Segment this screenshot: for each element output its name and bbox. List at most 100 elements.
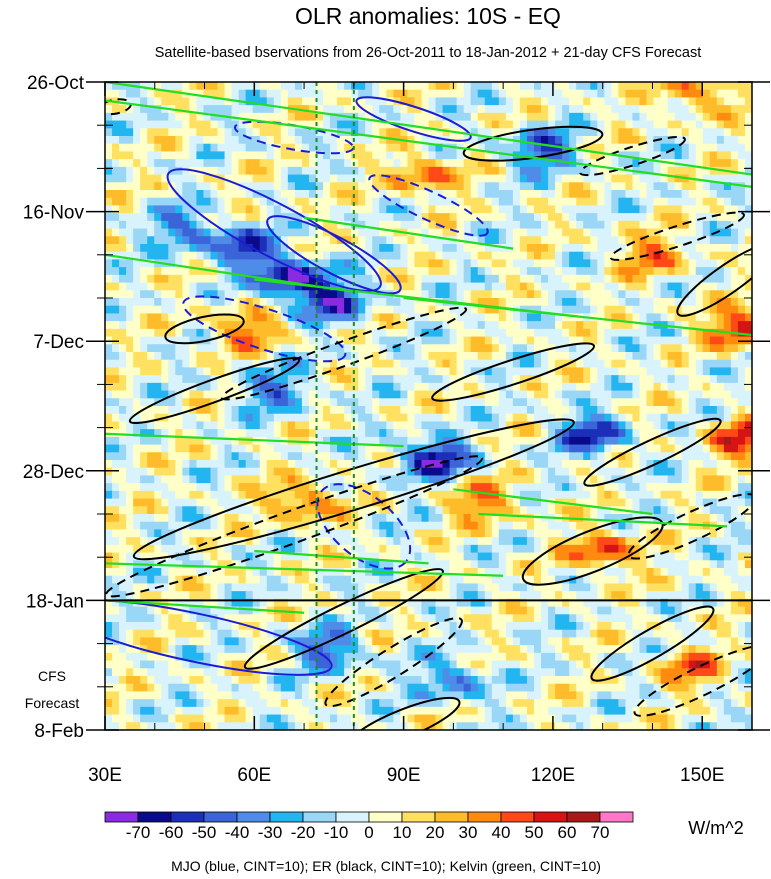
- heatmap-cell: [133, 352, 141, 361]
- heatmap-cell: [259, 197, 268, 207]
- heatmap-cell: [308, 82, 317, 91]
- heatmap-cell: [709, 429, 718, 438]
- heatmap-cell: [639, 166, 648, 176]
- heatmap-cell: [569, 112, 577, 122]
- heatmap-cell: [702, 352, 711, 361]
- heatmap-cell: [308, 359, 317, 369]
- heatmap-cell: [315, 305, 324, 315]
- heatmap-cell: [414, 274, 423, 284]
- heatmap-cell: [435, 344, 444, 353]
- heatmap-cell: [168, 213, 176, 222]
- heatmap-cell: [358, 259, 366, 268]
- heatmap-cell: [365, 406, 373, 415]
- heatmap-cell: [224, 151, 233, 160]
- heatmap-cell: [505, 205, 514, 214]
- heatmap-cell: [583, 213, 591, 222]
- heatmap-cell: [161, 344, 169, 353]
- heatmap-cell: [590, 390, 598, 399]
- heatmap-cell: [548, 166, 556, 176]
- heatmap-cell: [611, 159, 619, 168]
- heatmap-cell: [533, 166, 542, 176]
- heatmap-cell: [505, 128, 514, 137]
- heatmap-cell: [210, 328, 219, 338]
- heatmap-cell: [287, 143, 296, 153]
- heatmap-cell: [695, 236, 704, 245]
- heatmap-cell: [737, 151, 746, 160]
- heatmap-cell: [175, 352, 183, 361]
- heatmap-cell: [695, 321, 704, 330]
- heatmap-cell: [407, 298, 416, 307]
- heatmap-cell: [505, 483, 514, 492]
- heatmap-cell: [723, 452, 732, 461]
- heatmap-cell: [315, 112, 324, 122]
- heatmap-cell: [632, 328, 641, 338]
- heatmap-cell: [583, 205, 591, 214]
- heatmap-cell: [245, 213, 254, 222]
- heatmap-cell: [372, 483, 380, 492]
- heatmap-cell: [519, 444, 528, 453]
- heatmap-cell: [639, 220, 648, 230]
- heatmap-cell: [266, 475, 275, 484]
- heatmap-cell: [273, 421, 282, 430]
- heatmap-cell: [245, 166, 254, 176]
- heatmap-cell: [210, 197, 219, 207]
- heatmap-cell: [421, 421, 430, 430]
- heatmap-cell: [189, 213, 198, 222]
- heatmap-cell: [344, 460, 352, 469]
- heatmap-cell: [330, 228, 338, 237]
- heatmap-cell: [259, 398, 268, 407]
- heatmap-cell: [259, 460, 268, 469]
- heatmap-cell: [400, 344, 408, 353]
- heatmap-cell: [182, 205, 190, 214]
- heatmap-cell: [287, 444, 296, 453]
- heatmap-cell: [428, 267, 437, 276]
- heatmap-cell: [323, 390, 331, 399]
- heatmap-cell: [688, 244, 697, 253]
- heatmap-cell: [372, 159, 380, 168]
- heatmap-cell: [119, 328, 127, 338]
- heatmap-cell: [126, 436, 134, 446]
- heatmap-cell: [105, 375, 113, 384]
- heatmap-cell: [498, 321, 507, 330]
- heatmap-cell: [555, 406, 563, 415]
- heatmap-cell: [252, 136, 261, 145]
- heatmap-cell: [449, 467, 458, 477]
- heatmap-cell: [548, 174, 556, 183]
- heatmap-cell: [252, 398, 261, 407]
- heatmap-cell: [386, 251, 394, 261]
- heatmap-cell: [590, 259, 598, 268]
- heatmap-cell: [189, 136, 198, 145]
- heatmap-cell: [484, 220, 493, 230]
- heatmap-cell: [133, 390, 141, 399]
- heatmap-cell: [484, 452, 493, 461]
- heatmap-cell: [252, 251, 261, 261]
- heatmap-cell: [618, 143, 627, 153]
- heatmap-cell: [533, 390, 542, 399]
- heatmap-cell: [196, 444, 205, 453]
- heatmap-cell: [618, 321, 627, 330]
- heatmap-cell: [238, 429, 247, 438]
- heatmap-cell: [695, 190, 704, 199]
- heatmap-cell: [646, 298, 655, 307]
- heatmap-cell: [126, 244, 134, 253]
- heatmap-cell: [541, 359, 549, 369]
- heatmap-cell: [301, 313, 310, 322]
- heatmap-cell: [273, 467, 282, 477]
- heatmap-cell: [344, 259, 352, 268]
- heatmap-cell: [583, 197, 591, 207]
- heatmap-cell: [498, 112, 507, 122]
- heatmap-cell: [287, 174, 296, 183]
- heatmap-cell: [653, 174, 662, 183]
- heatmap-cell: [526, 313, 535, 322]
- heatmap-cell: [541, 159, 549, 168]
- heatmap-cell: [344, 382, 352, 392]
- heatmap-cell: [196, 398, 205, 407]
- heatmap-cell: [484, 143, 493, 153]
- heatmap-cell: [280, 228, 289, 237]
- heatmap-cell: [625, 490, 634, 500]
- heatmap-cell: [709, 166, 718, 176]
- heatmap-cell: [470, 359, 479, 369]
- heatmap-cell: [723, 274, 732, 284]
- heatmap-cell: [147, 282, 155, 291]
- heatmap-cell: [548, 97, 556, 106]
